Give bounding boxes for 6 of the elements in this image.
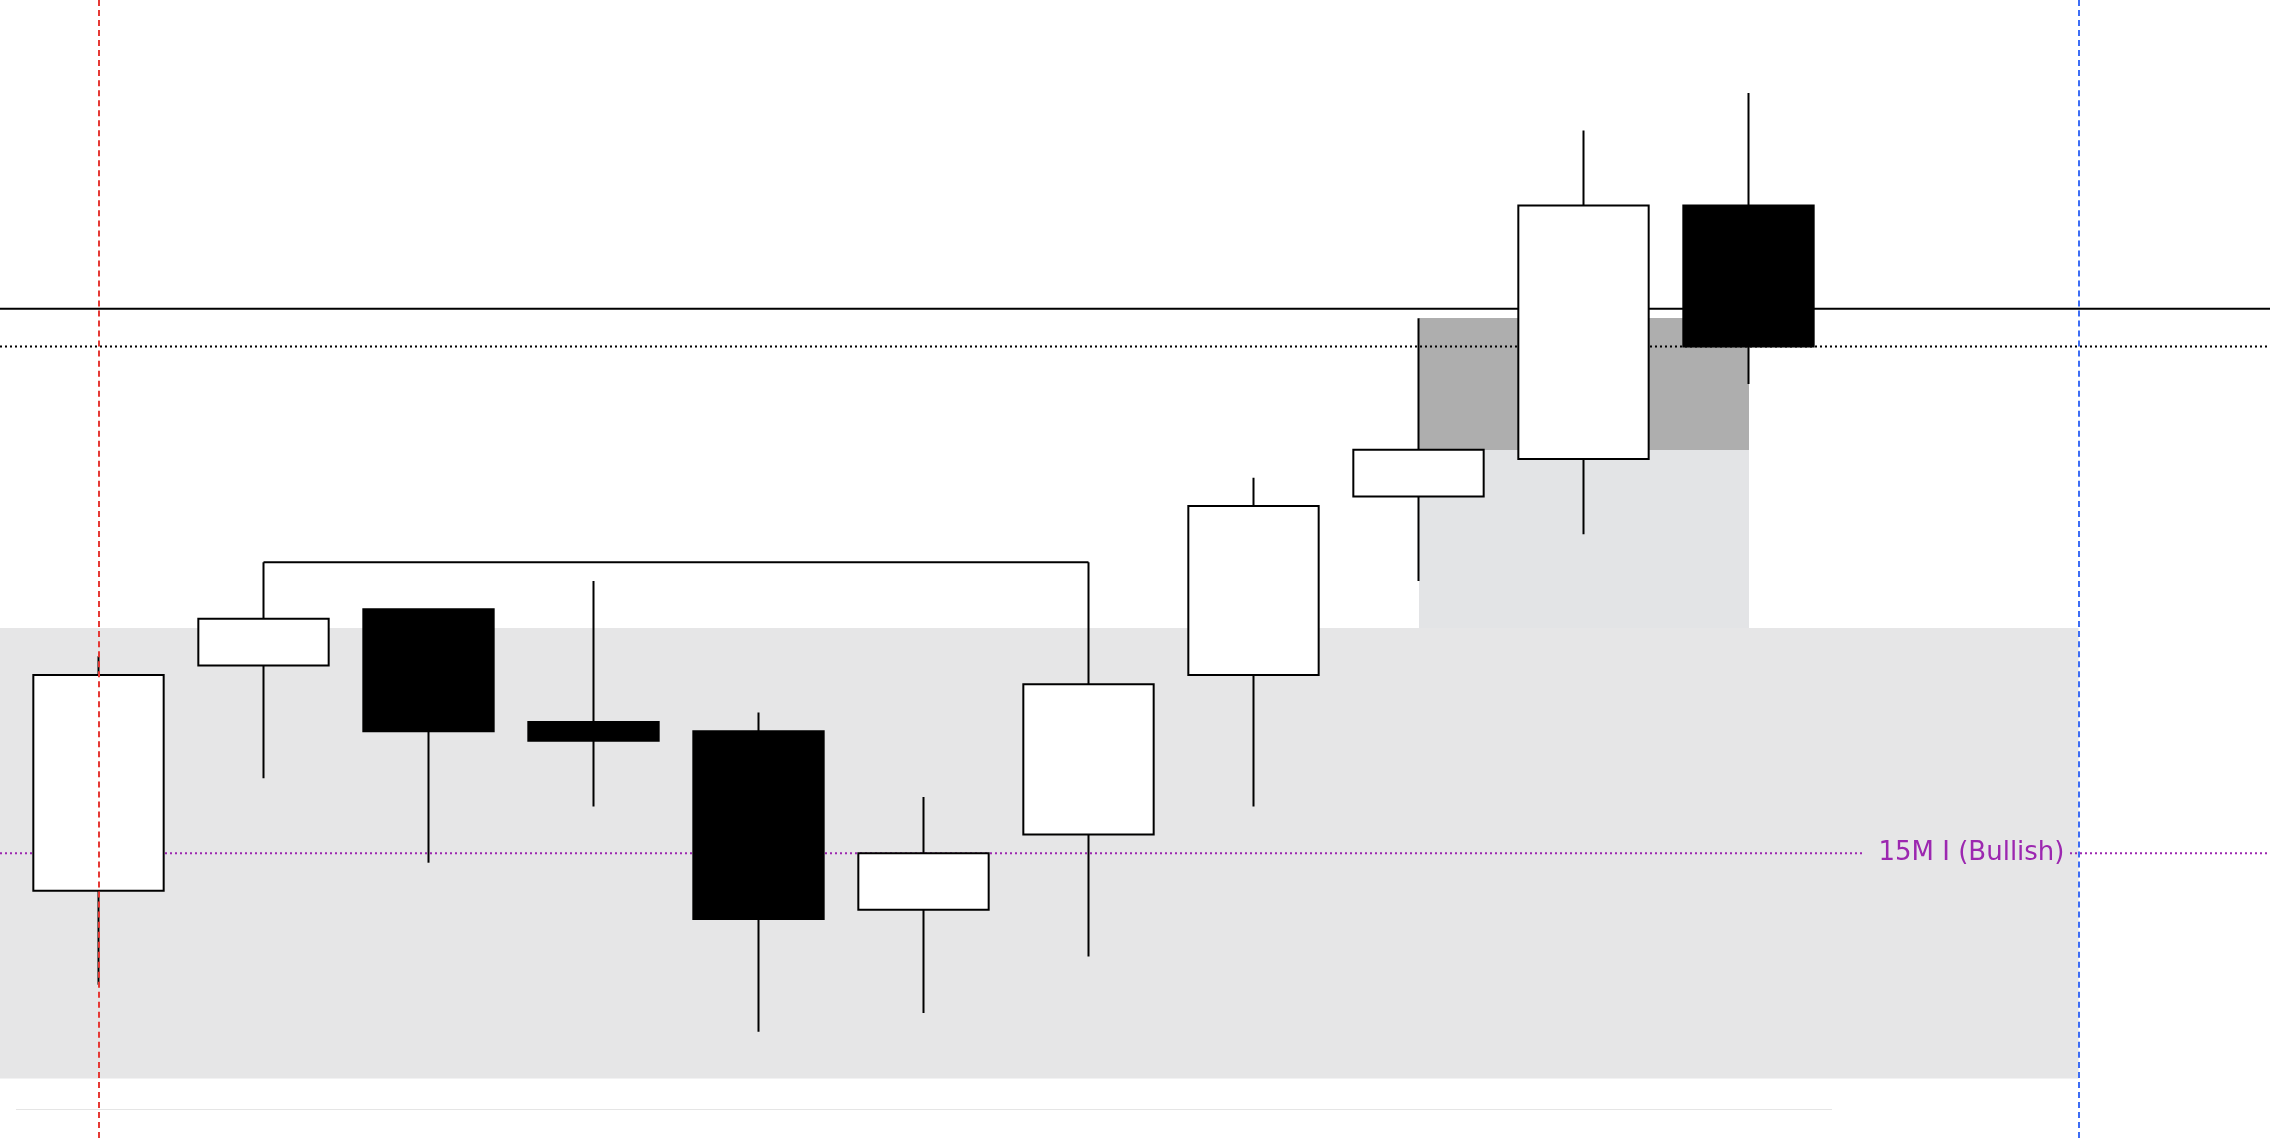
- candlestick: [857, 796, 990, 1014]
- candlestick: [527, 580, 660, 808]
- candlestick: [1187, 476, 1320, 808]
- candlestick: [692, 711, 825, 1033]
- candlestick: [362, 608, 495, 864]
- ref-line-label: 15M I (Bullish): [1878, 836, 2065, 867]
